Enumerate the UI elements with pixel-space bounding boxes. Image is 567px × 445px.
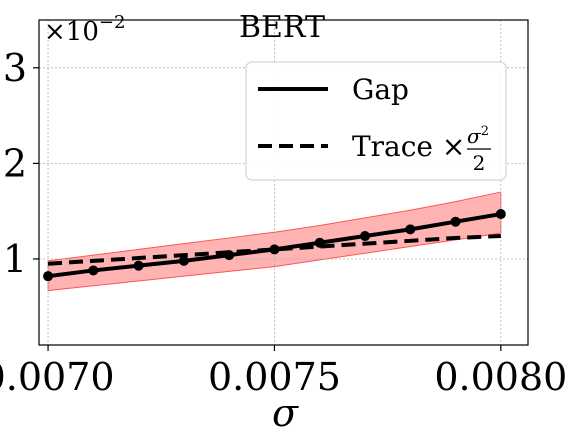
- x-tick-label: 0.0080: [434, 355, 567, 399]
- legend-sigma-exponent: 2: [481, 124, 489, 139]
- y-tick-label: 1: [3, 237, 27, 281]
- gap-data-point: [405, 224, 416, 235]
- y-multiplier: ×10−2: [44, 12, 125, 47]
- legend: Gap Trace × σ2 2: [245, 61, 507, 181]
- series-layer: [43, 209, 506, 282]
- legend-trace-fraction-denominator: 2: [473, 151, 486, 175]
- y-tick-label: 2: [3, 141, 27, 185]
- legend-trace-label: Trace ×: [352, 130, 465, 163]
- trace-series-line: [47, 234, 501, 266]
- gap-data-point: [450, 216, 461, 227]
- x-tick-label: 0.0070: [0, 355, 115, 399]
- gap-data-point: [314, 237, 325, 248]
- x-tick-label: 0.0075: [208, 355, 341, 399]
- legend-sigma: σ: [467, 124, 482, 148]
- tick-layer: 0.0070 0.0075 0.0080 1 2 3: [0, 46, 567, 399]
- x-axis-label: σ: [272, 391, 299, 435]
- legend-gap-label: Gap: [352, 73, 409, 106]
- chart-title: BERT: [239, 10, 325, 45]
- y-tick-label: 3: [3, 46, 27, 90]
- gap-data-point: [178, 255, 189, 266]
- gap-data-point: [43, 271, 54, 282]
- gap-data-point: [269, 244, 280, 255]
- gap-data-point: [88, 265, 99, 276]
- plot-frame: [38, 19, 529, 346]
- gap-data-point: [133, 260, 144, 271]
- y-multiplier-exponent: −2: [99, 12, 126, 33]
- gap-data-point: [495, 209, 506, 220]
- gap-data-point: [224, 250, 235, 261]
- legend-box: [245, 61, 507, 181]
- gap-data-point: [360, 231, 370, 242]
- legend-trace-fraction-numerator: σ2: [467, 124, 489, 148]
- y-multiplier-base: ×10: [44, 17, 99, 47]
